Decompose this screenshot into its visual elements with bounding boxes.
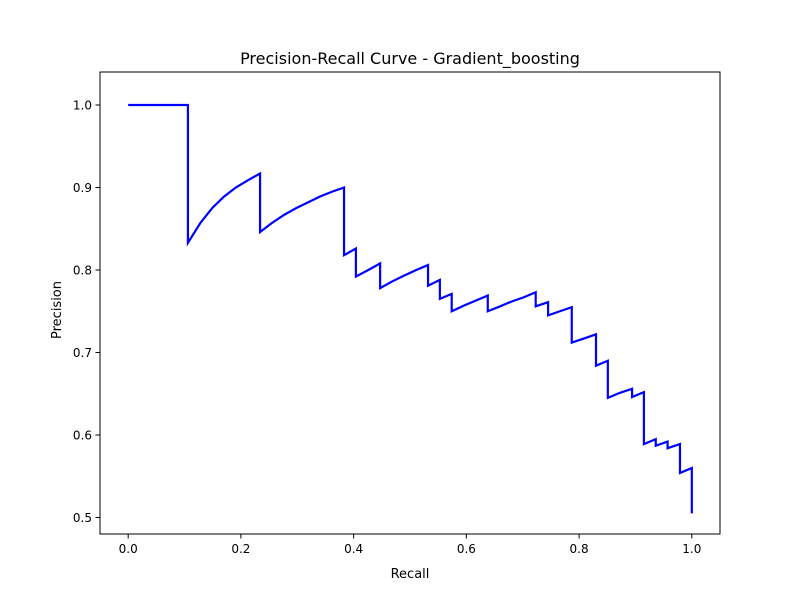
chart-title: Precision-Recall Curve - Gradient_boosti… xyxy=(240,49,580,69)
y-tick-label: 0.8 xyxy=(73,264,92,278)
x-tick-label: 1.0 xyxy=(682,542,701,556)
x-tick-label: 0.6 xyxy=(457,542,476,556)
y-tick-label: 0.5 xyxy=(73,511,92,525)
y-tick-label: 0.7 xyxy=(73,346,92,360)
x-tick-label: 0.2 xyxy=(231,542,250,556)
x-axis-label: Recall xyxy=(391,567,430,582)
plot-frame xyxy=(99,71,721,535)
y-axis-label: Precision xyxy=(50,281,65,339)
x-tick-label: 0.8 xyxy=(570,542,589,556)
pr-curve-line xyxy=(128,103,693,514)
y-tick-label: 0.9 xyxy=(73,181,92,195)
x-axis-ticks: 0.0 0.2 0.4 0.6 0.8 1.0 xyxy=(119,534,701,556)
y-tick-label: 0.6 xyxy=(73,429,92,443)
x-tick-label: 0.0 xyxy=(119,542,138,556)
plot-area xyxy=(99,71,721,535)
y-axis-ticks: 0.5 0.6 0.7 0.8 0.9 1.0 xyxy=(73,99,100,525)
x-tick-label: 0.4 xyxy=(344,542,363,556)
y-tick-label: 1.0 xyxy=(73,99,92,113)
